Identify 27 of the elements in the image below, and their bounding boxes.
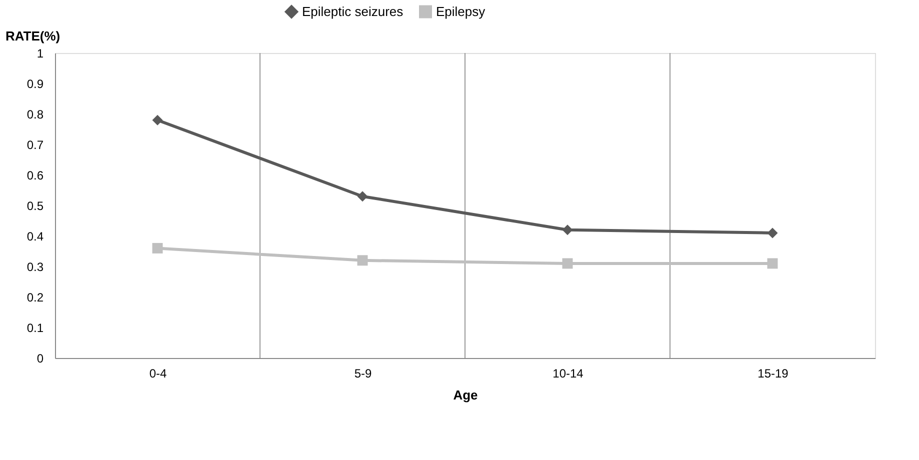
y-tick-label: 1 [36,46,44,60]
y-tick-label: 0.3 [26,260,44,274]
y-tick-label: 0.9 [26,77,44,91]
point [152,114,163,126]
y-tick-label: 0.7 [26,138,44,152]
y-tick-label: 0.4 [26,230,44,244]
point [357,255,368,266]
x-tick-label: 5-9 [354,366,372,380]
legend-label: Epileptic seizures [302,4,404,19]
point [152,242,163,254]
point [767,228,778,238]
x-tick-label: 10-14 [552,366,584,380]
y-tick-label: 0.1 [26,321,44,335]
legend-label: Epilepsy [436,4,486,19]
point [357,191,368,202]
point [562,224,573,236]
y-tick-label: 0.8 [26,108,44,122]
y-tick-label: 0.2 [26,290,44,304]
x-axis-title: Age [453,388,478,402]
point [562,258,573,269]
x-tick-label: 0-4 [149,366,167,380]
y-axis-title: RATE(%) [6,28,60,44]
y-tick-label: 0.6 [26,168,44,182]
y-tick-label: 0.5 [26,199,44,213]
y-tick-label: 0 [36,352,44,366]
x-tick-label: 15-19 [758,366,789,380]
point [767,258,778,269]
